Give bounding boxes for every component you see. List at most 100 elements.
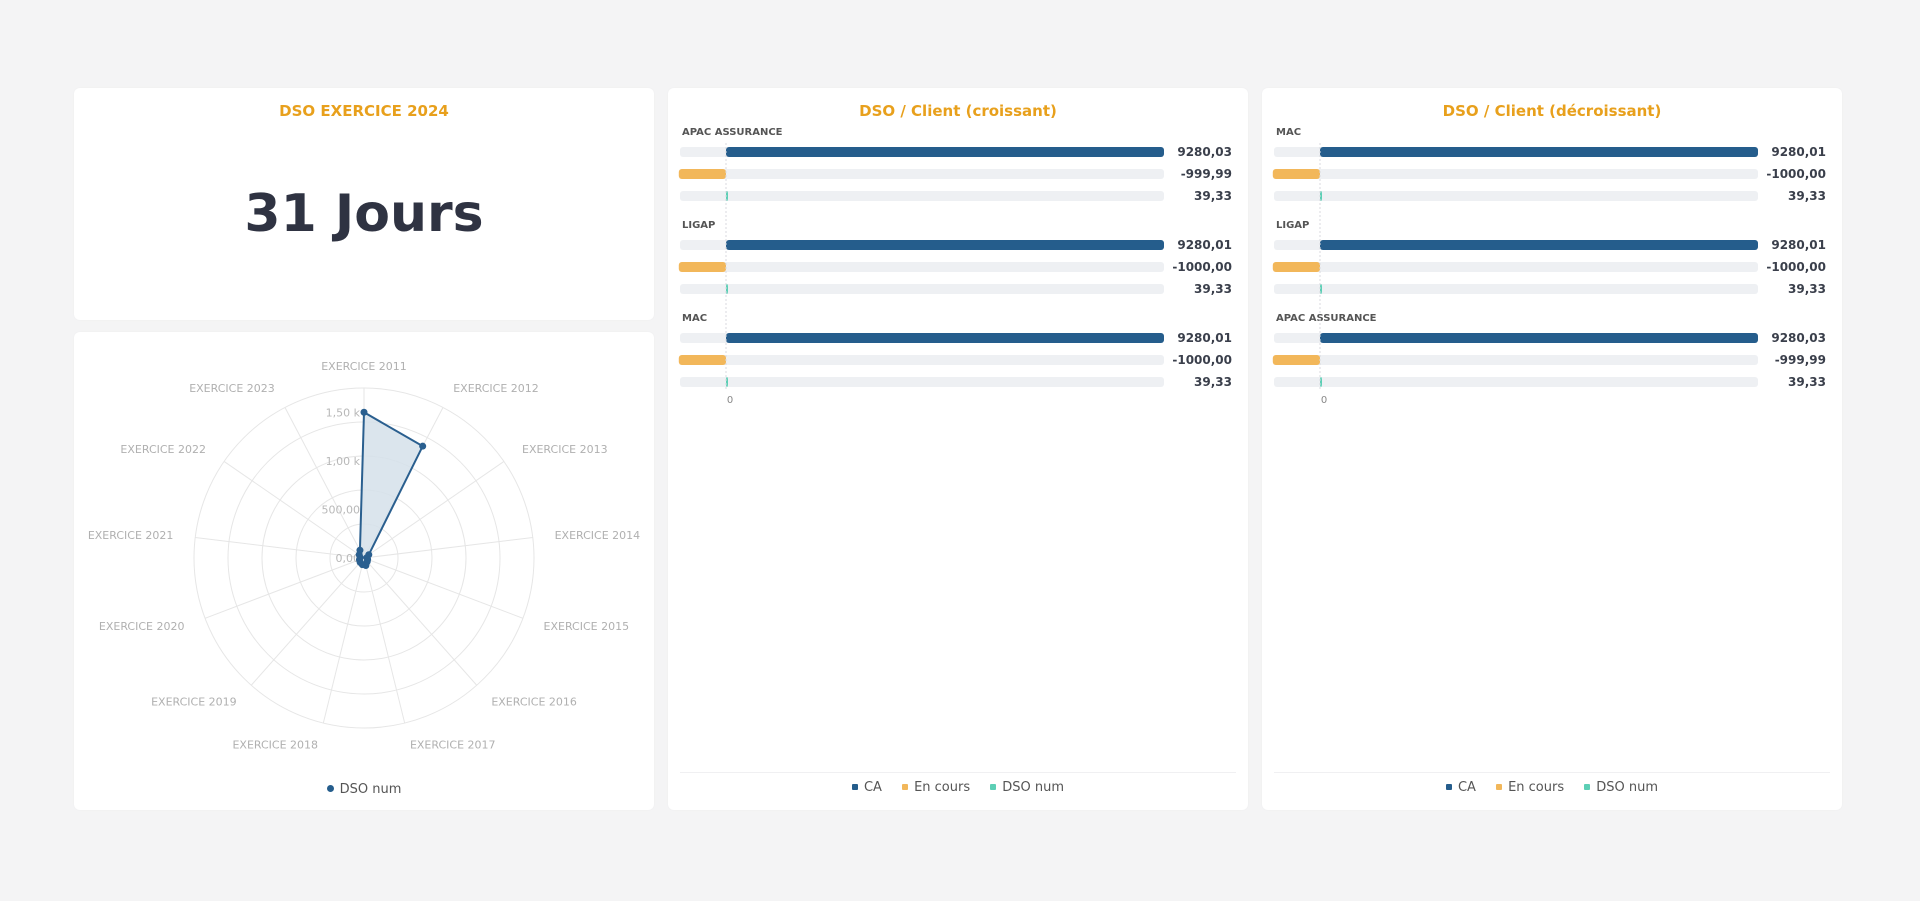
legend-item-ca[interactable]: CA bbox=[851, 780, 882, 795]
bar-track bbox=[680, 169, 1164, 179]
legend-divider bbox=[680, 772, 1236, 773]
legend-dot-dso bbox=[326, 785, 334, 792]
radar-axis-label: EXERCICE 2019 bbox=[151, 696, 237, 709]
bar-chart-title-ascending: DSO / Client (croissant) bbox=[859, 102, 1057, 120]
bar-value-label: 39,33 bbox=[1788, 282, 1826, 296]
kpi-card: DSO EXERCICE 2024 31 Jours bbox=[74, 88, 654, 320]
bar-track bbox=[680, 262, 1164, 272]
radar-axis-label: EXERCICE 2020 bbox=[99, 620, 185, 633]
category-label: LIGAP bbox=[682, 220, 715, 231]
bar-en-cours bbox=[1272, 262, 1320, 272]
radar-axis-label: EXERCICE 2015 bbox=[544, 620, 630, 633]
radar-axis-label: EXERCICE 2016 bbox=[491, 696, 577, 709]
bar-value-label: 9280,03 bbox=[1771, 331, 1826, 345]
bar-en-cours bbox=[678, 355, 726, 365]
bar-dso-num bbox=[1320, 377, 1322, 387]
bar-en-cours bbox=[678, 169, 726, 179]
bar-en-cours bbox=[678, 262, 726, 272]
radar-spoke bbox=[322, 557, 365, 724]
category-label: MAC bbox=[1276, 127, 1301, 138]
bar-track bbox=[1274, 377, 1758, 387]
bar-track bbox=[1274, 169, 1758, 179]
category-label: APAC ASSURANCE bbox=[682, 127, 783, 138]
bar-chart-card-descending: DSO / Client (décroissant) MAC 9280,01 -10… bbox=[1262, 88, 1842, 810]
legend-swatch-ca bbox=[851, 783, 858, 790]
bar-value-label: 39,33 bbox=[1194, 282, 1232, 296]
bar-value-label: -999,99 bbox=[1775, 353, 1826, 367]
legend-item-en-cours[interactable]: En cours bbox=[1496, 780, 1564, 795]
radar-point bbox=[419, 442, 427, 450]
bar-value-label: 39,33 bbox=[1788, 375, 1826, 389]
category-label: APAC ASSURANCE bbox=[1276, 313, 1377, 324]
bar-value-label: 39,33 bbox=[1194, 189, 1232, 203]
bar-track bbox=[1274, 191, 1758, 201]
bar-ca bbox=[726, 147, 1164, 157]
radar-axis-label: EXERCICE 2017 bbox=[410, 738, 496, 751]
bar-track bbox=[1274, 262, 1758, 272]
radar-chart: 0,00 500,00 1,00 k 1,50 k EXERCICE 2011 EXERC… bbox=[88, 360, 640, 751]
kpi-value: 31 Jours bbox=[244, 184, 484, 244]
radar-legend-label: DSO num bbox=[339, 782, 402, 797]
radar-axis-label: EXERCICE 2021 bbox=[88, 529, 174, 542]
radar-axis-label: EXERCICE 2023 bbox=[189, 382, 275, 395]
bar-ca bbox=[1320, 147, 1758, 157]
bar-chart-title-descending: DSO / Client (décroissant) bbox=[1442, 102, 1662, 120]
bar-value-label: 39,33 bbox=[1788, 189, 1826, 203]
bar-dso-num bbox=[726, 191, 728, 201]
radar-spoke bbox=[223, 461, 365, 559]
bar-track bbox=[680, 284, 1164, 294]
radar-axis-label: EXERCICE 2011 bbox=[321, 360, 407, 373]
radar-point bbox=[360, 408, 368, 416]
radar-tick-label: 1,00 k bbox=[326, 455, 361, 468]
bar-dso-num bbox=[726, 377, 728, 387]
legend-label-ca: CA bbox=[1457, 780, 1476, 795]
radar-spoke bbox=[284, 407, 365, 559]
legend-swatch-ca bbox=[1445, 783, 1452, 790]
radar-legend[interactable]: DSO num bbox=[74, 782, 654, 797]
bar-track bbox=[680, 355, 1164, 365]
bar-value-label: 9280,01 bbox=[1177, 238, 1232, 252]
bar-value-label: -1000,00 bbox=[1766, 260, 1826, 274]
radar-spoke bbox=[195, 537, 365, 559]
radar-spoke bbox=[363, 557, 406, 724]
bar-ca bbox=[726, 240, 1164, 250]
legend-item-en-cours[interactable]: En cours bbox=[902, 780, 970, 795]
bar-ca bbox=[726, 333, 1164, 343]
radar-axis-label: EXERCICE 2022 bbox=[120, 443, 206, 456]
bar-legend-descending: CA En cours DSO num bbox=[1262, 780, 1842, 795]
x-axis-zero-label: 0 bbox=[1321, 395, 1327, 406]
legend-label-dso: DSO num bbox=[1002, 780, 1065, 795]
legend-swatch-en-cours bbox=[902, 783, 909, 790]
radar-series-area bbox=[358, 410, 425, 567]
bar-ca bbox=[1320, 240, 1758, 250]
radar-grid bbox=[193, 387, 535, 729]
radar-spoke bbox=[363, 557, 524, 619]
radar-spoke bbox=[250, 557, 365, 686]
radar-spoke bbox=[363, 537, 533, 559]
bar-legend-ascending: CA En cours DSO num bbox=[668, 780, 1248, 795]
bar-chart-descending: MAC 9280,01 -1000,00 39,33 LIGAP 9280,01 -1000… bbox=[1272, 127, 1826, 406]
legend-item-dso[interactable]: DSO num bbox=[1584, 780, 1658, 795]
radar-tick-label: 1,50 k bbox=[326, 406, 361, 419]
bar-en-cours bbox=[1272, 169, 1320, 179]
bar-value-label: 9280,01 bbox=[1771, 145, 1826, 159]
x-axis-zero-label: 0 bbox=[727, 395, 733, 406]
legend-item-ca[interactable]: CA bbox=[1445, 780, 1476, 795]
bar-chart-ascending: APAC ASSURANCE 9280,03 -999,99 39,33 LIGAP 92… bbox=[678, 127, 1232, 406]
legend-swatch-en-cours bbox=[1496, 783, 1503, 790]
radar-spoke bbox=[363, 461, 505, 559]
legend-item-dso[interactable]: DSO num bbox=[990, 780, 1064, 795]
bar-value-label: 9280,03 bbox=[1177, 145, 1232, 159]
legend-label-ca: CA bbox=[863, 780, 882, 795]
radar-chart-card: 0,00 500,00 1,00 k 1,50 k EXERCICE 2011 EXERC… bbox=[74, 332, 654, 810]
bar-value-label: -1000,00 bbox=[1172, 260, 1232, 274]
legend-label-dso: DSO num bbox=[1596, 780, 1659, 795]
bar-track bbox=[680, 191, 1164, 201]
radar-tick-label: 500,00 bbox=[322, 503, 361, 516]
radar-axis-label: EXERCICE 2013 bbox=[522, 443, 608, 456]
bar-chart-card-ascending: DSO / Client (croissant) APAC ASSURANCE 9… bbox=[668, 88, 1248, 810]
radar-point bbox=[356, 546, 364, 554]
radar-tick-label: 0,00 bbox=[336, 552, 361, 565]
radar-spoke bbox=[204, 557, 365, 619]
radar-axis-label: EXERCICE 2018 bbox=[232, 738, 318, 751]
